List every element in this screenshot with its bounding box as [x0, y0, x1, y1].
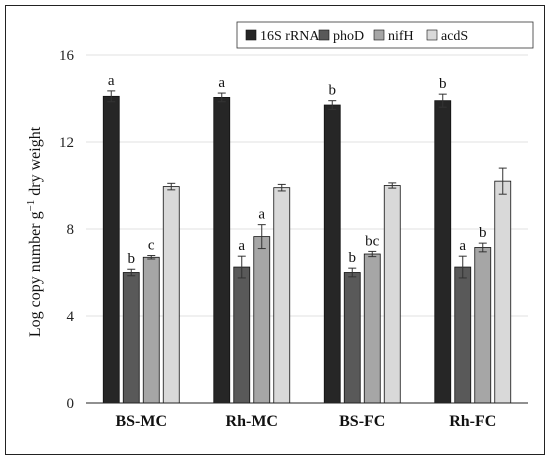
significance-letter: c [148, 238, 155, 254]
significance-letter: b [349, 250, 357, 266]
legend-swatch-2 [373, 29, 385, 41]
significance-letter: b [128, 251, 136, 267]
bar-acds-bs-fc [383, 185, 401, 404]
bar-16s-rrna-bs-mc [102, 95, 120, 404]
legend-label-0: 16S rRNA [260, 29, 320, 44]
gridlines [86, 54, 528, 317]
legend-label-3: acdS [441, 29, 468, 44]
y-tick-label-0: 0 [67, 396, 75, 412]
significance-letter: b [329, 83, 337, 99]
legend-swatch-3 [426, 29, 438, 41]
significance-letter: a [459, 238, 466, 254]
y-axis-label-superscript: −1 [25, 200, 37, 212]
y-tick-label-1: 4 [67, 309, 75, 325]
y-tick-label-3: 12 [59, 135, 74, 151]
x-category-label-1: Rh-MC [226, 413, 278, 430]
x-category-label-2: BS-FC [339, 413, 385, 430]
bar-phod-bs-mc [122, 272, 140, 404]
bar-phod-rh-mc [233, 266, 251, 404]
y-axis-label-rest: dry weight [27, 126, 44, 199]
legend-swatch-0 [245, 29, 257, 41]
significance-letter: a [258, 207, 265, 223]
legend: 16S rRNA phoD nifH acdS [236, 21, 534, 49]
bar-nifh-rh-fc [474, 247, 492, 404]
bar-nifh-rh-mc [253, 236, 271, 404]
significance-letter: a [218, 75, 225, 91]
bar-phod-bs-fc [343, 272, 361, 404]
y-axis-label-main: Log copy number g [27, 211, 44, 337]
bar-nifh-bs-mc [142, 256, 160, 404]
bar-16s-rrna-bs-fc [323, 104, 341, 404]
bar-acds-rh-mc [273, 187, 291, 404]
bar-phod-rh-fc [454, 266, 472, 404]
legend-label-1: phoD [333, 29, 364, 44]
y-axis-label: Log copy number g−1 dry weight [25, 126, 44, 337]
significance-letter: bc [365, 233, 380, 249]
x-category-label-0: BS-MC [115, 413, 167, 430]
legend-swatch-1 [318, 29, 330, 41]
significance-letter: b [439, 76, 447, 92]
legend-box [236, 21, 534, 49]
legend-label-2: nifH [388, 29, 414, 44]
bar-nifh-bs-fc [363, 253, 381, 404]
bar-16s-rrna-rh-fc [434, 100, 452, 404]
bar-acds-rh-fc [494, 180, 512, 404]
y-tick-label-4: 16 [59, 48, 75, 64]
significance-letter: b [479, 225, 487, 241]
x-category-labels: BS-MC Rh-MC BS-FC Rh-FC [115, 413, 496, 430]
error-bars [107, 90, 507, 279]
y-tick-label-2: 8 [67, 222, 75, 238]
x-category-label-3: Rh-FC [449, 413, 496, 430]
bar-acds-bs-mc [162, 186, 180, 404]
significance-letter: a [238, 238, 245, 254]
bar-16s-rrna-rh-mc [213, 97, 231, 404]
y-tick-labels: 0 4 8 12 16 [59, 48, 75, 412]
significance-letter: a [108, 73, 115, 89]
